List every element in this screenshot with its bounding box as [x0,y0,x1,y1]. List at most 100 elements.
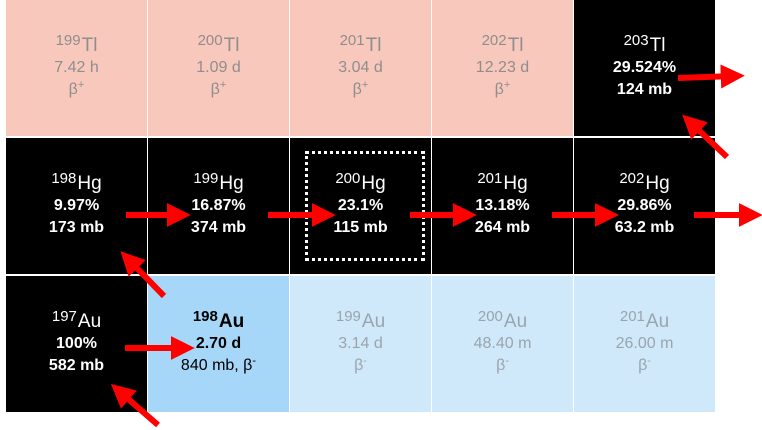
nuclide-detail: 264 mb [475,217,530,239]
element-symbol: Hg [645,173,670,194]
nuclide-detail-text: β [352,81,362,98]
nuclide-value: 23.1% [337,197,384,214]
element-symbol: Au [503,311,528,332]
nuclide-symbol: 199Hg [193,170,244,195]
nuclide-value: 16.87% [191,197,246,214]
nuclide-symbol: 201Hg [477,170,528,195]
nuclide-cell-tl201: 201Tl 3.04 d β+ [290,0,431,136]
nuclide-cell-tl203: 203Tl 29.524% 124 mb [574,0,715,136]
nuclide-detail: 115 mb [333,217,387,239]
nuclide-symbol: 202Tl [481,32,524,57]
decay-sign: - [505,355,509,367]
nuclide-cell-tl202: 202Tl 12.23 d β+ [432,0,573,136]
nuclide-detail: 374 mb [191,217,246,239]
nuclide-detail-text: β [496,357,506,374]
nuclide-cell-tl200: 200Tl 1.09 d β+ [148,0,289,136]
nuclide-detail: β+ [353,79,369,101]
mass-number: 199 [335,308,361,325]
nuclide-detail: β- [638,355,651,377]
mass-number: 200 [197,32,223,49]
nuclide-detail: β+ [211,79,227,101]
arrow-tl203-out [677,64,745,89]
mass-number: 201 [477,170,503,187]
element-symbol: Au [645,311,670,332]
mass-number: 203 [623,32,649,49]
decay-sign: - [363,355,367,367]
nuclide-value: 12.23 d [475,59,530,76]
nuclide-detail-text: 582 mb [48,357,105,374]
mass-number: 200 [335,170,361,187]
nuclide-detail-text: 115 mb [333,219,388,236]
nuclide-detail-text: β [210,81,220,98]
nuclide-detail: β+ [495,79,511,101]
nuclide-detail-text: β [638,357,648,374]
nuclide-detail-text: 124 mb [616,81,673,98]
nuclide-detail: β- [354,355,367,377]
nuclide-symbol: 201Au [619,308,670,333]
nuclide-symbol: 198Au [192,308,245,333]
nuclide-cell-au199: 199Au 3.14 d β- [290,276,431,412]
element-symbol: Tl [649,35,666,56]
nuclide-value: 3.14 d [338,335,383,352]
nuclide-value: 7.42 h [54,59,99,76]
nuclide-detail: 840 mb, β- [181,355,256,377]
nuclide-detail: 63.2 mb [615,217,675,239]
nuclide-symbol: 203Tl [623,32,666,57]
nuclide-detail: β+ [69,79,85,101]
nuclide-value: 9.97% [53,197,100,214]
arrow-au197-in [110,383,160,428]
nuclide-cell-au200: 200Au 48.40 m β- [432,276,573,412]
nuclide-detail-text: 374 mb [190,219,247,236]
mass-number: 201 [619,308,645,325]
nuclide-detail-text: β [68,81,78,98]
nuclide-detail-text: 840 mb, β [180,357,253,374]
element-symbol: Tl [81,35,98,56]
nuclide-value: 48.40 m [473,335,532,352]
decay-sign: + [361,79,369,91]
highlight-box-hg200 [305,151,425,261]
arrow-au197-hg198 [120,251,167,299]
nuclide-cell-au201: 201Au 26.00 m β- [574,276,715,412]
mass-number: 201 [339,32,365,49]
mass-number: 198 [51,170,77,187]
decay-sign: + [503,79,511,91]
mass-number: 202 [481,32,507,49]
nuclide-detail-text: β [494,81,504,98]
mass-number: 200 [477,308,503,325]
nuclide-detail-text: 264 mb [474,219,531,236]
nuclide-value: 100% [56,335,97,352]
nuclide-detail: 582 mb [49,355,104,377]
nuclide-symbol: 202Hg [619,171,670,195]
element-symbol: Tl [365,35,382,56]
element-symbol: Hg [503,173,528,194]
nuclide-value: 26.00 m [615,335,674,352]
element-symbol: Tl [507,35,524,56]
element-symbol: Au [361,311,386,332]
nuclide-value: 29.524% [612,59,677,76]
element-symbol: Hg [361,173,386,194]
nuclide-symbol: 199Tl [56,33,98,57]
nuclide-detail: 173 mb [49,217,104,239]
mass-number: 198 [192,308,218,325]
nuclide-symbol: 197Au [51,308,101,333]
nuclide-value: 2.70 d [195,335,242,352]
nuclide-value: 1.09 d [196,59,241,76]
decay-sign: + [77,79,85,91]
element-symbol: Hg [219,173,244,194]
mass-number: 199 [193,170,219,187]
element-symbol: Au [218,311,245,332]
arrow-hg202-in [682,114,730,160]
decay-sign: - [252,355,257,367]
nuclide-symbol: 201Tl [339,32,382,57]
nuclide-detail-text: 173 mb [48,219,105,236]
nuclide-detail: β- [496,355,509,377]
nuclide-cell-tl199: 199Tl 7.42 h β+ [6,0,147,136]
nuclide-value: 29.86% [617,197,672,214]
element-symbol: Hg [77,173,102,194]
nuclide-detail: 124 mb [617,79,672,101]
nuclide-symbol: 198Hg [51,170,102,195]
nuclide-cell-hg198: 198Hg 9.97% 173 mb [6,138,147,274]
nuclide-value: 3.04 d [338,59,383,76]
mass-number: 197 [51,308,77,325]
